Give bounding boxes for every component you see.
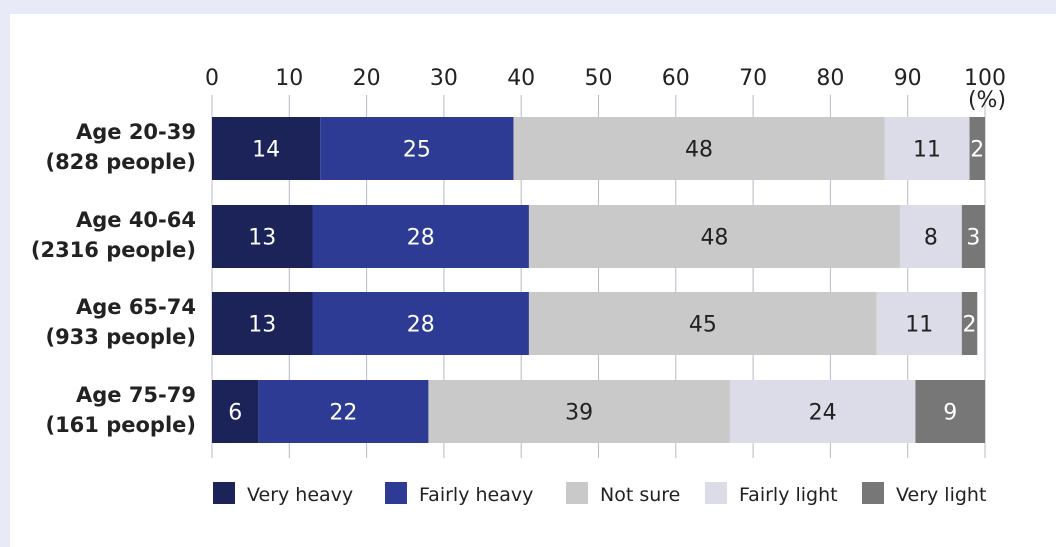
data-label: 45 (689, 313, 717, 338)
legend-label: Very light (896, 484, 986, 506)
x-tick-label: 70 (739, 66, 767, 91)
chart-card (10, 14, 1056, 547)
bar-segment (320, 117, 514, 180)
data-label: 2 (963, 313, 977, 338)
x-tick-label: 0 (205, 66, 219, 91)
bar-segment (899, 205, 962, 268)
bar-segment (876, 292, 962, 355)
data-label: 24 (809, 401, 837, 426)
data-label: 13 (248, 313, 276, 338)
bar-segment (428, 380, 730, 443)
x-tick-label: 50 (585, 66, 613, 91)
category-label: Age 75-79 (76, 383, 196, 407)
category-label: (933 people) (45, 325, 196, 349)
legend-swatch (385, 482, 407, 504)
category-label: Age 40-64 (76, 208, 196, 232)
data-label: 14 (252, 138, 280, 163)
bar-segment (915, 380, 985, 443)
x-tick-label: 20 (353, 66, 381, 91)
legend-label: Not sure (600, 484, 680, 506)
data-label: 22 (329, 401, 357, 426)
bar-segment (884, 117, 970, 180)
bar-segment (212, 117, 321, 180)
x-tick-label: 60 (662, 66, 690, 91)
bar-segment (312, 292, 529, 355)
category-label: (161 people) (45, 413, 196, 437)
x-tick-label: 100 (964, 66, 1006, 91)
data-label: 28 (407, 226, 435, 251)
data-label: 11 (905, 313, 933, 338)
data-label: 48 (700, 226, 728, 251)
bar-segment (258, 380, 429, 443)
legend-label: Fairly light (739, 484, 838, 506)
x-tick-label: 30 (430, 66, 458, 91)
data-label: 39 (565, 401, 593, 426)
bar-segment (212, 380, 259, 443)
data-label: 9 (943, 401, 957, 426)
legend-swatch (213, 482, 235, 504)
bar-segment (212, 292, 313, 355)
legend-label: Very heavy (247, 484, 353, 506)
x-tick-label: 80 (816, 66, 844, 91)
category-label: (2316 people) (31, 238, 196, 262)
data-label: 6 (228, 401, 242, 426)
data-label: 13 (248, 226, 276, 251)
x-tick-label: 10 (275, 66, 303, 91)
bar-segment (312, 205, 529, 268)
unit-label: (%) (968, 88, 1006, 113)
legend-swatch (566, 482, 588, 504)
bar-segment (212, 205, 313, 268)
bar-segment (729, 380, 916, 443)
data-label: 48 (685, 138, 713, 163)
data-label: 25 (403, 138, 431, 163)
x-tick-label: 40 (507, 66, 535, 91)
bar-segment (961, 292, 978, 355)
bar-segment (528, 205, 900, 268)
data-label: 28 (407, 313, 435, 338)
bar-segment (969, 117, 985, 180)
bar-segment (528, 292, 877, 355)
bar-segment (513, 117, 885, 180)
data-label: 11 (913, 138, 941, 163)
data-label: 2 (970, 138, 984, 163)
legend-label: Fairly heavy (419, 484, 533, 506)
category-label: Age 20-39 (76, 120, 196, 144)
x-tick-label: 90 (894, 66, 922, 91)
category-label: Age 65-74 (76, 295, 196, 319)
legend-swatch (862, 482, 884, 504)
bar-segment (961, 205, 985, 268)
category-label: (828 people) (45, 150, 196, 174)
data-label: 8 (924, 226, 938, 251)
legend-swatch (705, 482, 727, 504)
data-label: 3 (966, 226, 980, 251)
